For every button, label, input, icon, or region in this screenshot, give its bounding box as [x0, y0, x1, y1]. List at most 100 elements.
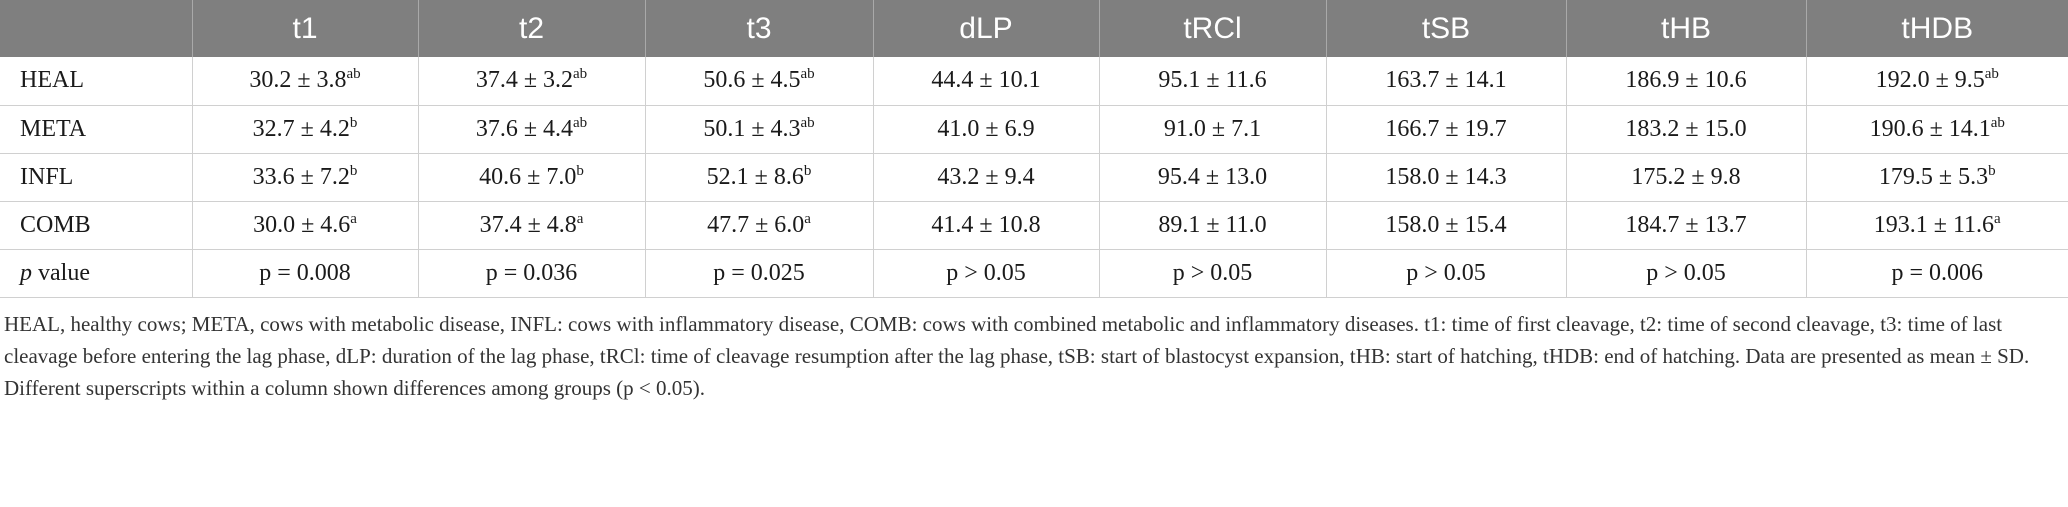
table-cell: 41.0 ± 6.9 — [872, 105, 1099, 154]
cell-value: 30.2 ± 3.8 — [249, 67, 347, 94]
table-header-row: t1 t2 t3 dLP tRCl tSB tHB tHDB — [0, 0, 2068, 57]
table-cell: 179.5 ± 5.3b — [1805, 153, 2068, 202]
row-label: COMB — [0, 201, 192, 250]
table-cell: 30.2 ± 3.8ab — [191, 57, 418, 106]
cell-value: 175.2 ± 9.8 — [1631, 163, 1741, 190]
cell-superscript: ab — [346, 66, 361, 83]
header-cell-tsb: tSB — [1325, 0, 1566, 57]
cell-value: 95.4 ± 13.0 — [1157, 163, 1268, 190]
cell-value: 192.0 ± 9.5 — [1875, 67, 1985, 94]
pvalue-cell: p > 0.05 — [1565, 249, 1806, 298]
table-cell: 37.4 ± 4.8a — [417, 201, 645, 250]
table-cell: 192.0 ± 9.5ab — [1805, 57, 2068, 106]
cell-superscript: ab — [800, 114, 815, 131]
table-cell: 32.7 ± 4.2b — [191, 105, 418, 154]
pvalue-label-rest: value — [32, 259, 90, 286]
cell-superscript: b — [576, 162, 584, 179]
cell-value: 32.7 ± 4.2 — [252, 115, 350, 142]
cell-superscript: b — [349, 114, 358, 131]
table-cell: 190.6 ± 14.1ab — [1805, 105, 2068, 154]
cell-superscript: ab — [1984, 66, 1999, 83]
pvalue-cell: p = 0.036 — [417, 249, 645, 298]
table-cell: 91.0 ± 7.1 — [1098, 105, 1326, 154]
table-cell: 89.1 ± 11.0 — [1098, 201, 1326, 250]
cell-value: 41.4 ± 10.8 — [931, 211, 1041, 238]
cell-value: 37.6 ± 4.4 — [475, 115, 573, 142]
cell-superscript: a — [804, 210, 811, 227]
cell-value: 37.4 ± 4.8 — [479, 211, 577, 238]
cell-value: 95.1 ± 11.6 — [1158, 67, 1267, 94]
cell-value: 37.4 ± 3.2 — [475, 67, 573, 94]
header-cell-t3: t3 — [644, 0, 873, 57]
table-cell: 166.7 ± 19.7 — [1325, 105, 1566, 154]
table-cell: 95.4 ± 13.0 — [1098, 153, 1326, 202]
cell-value: 44.4 ± 10.1 — [931, 67, 1041, 94]
cell-superscript: b — [349, 162, 358, 179]
table-cell: 184.7 ± 13.7 — [1565, 201, 1806, 250]
cell-value: 183.2 ± 15.0 — [1625, 115, 1747, 142]
cell-superscript: a — [576, 210, 584, 227]
cell-value: 190.6 ± 14.1 — [1869, 115, 1991, 142]
table-row: INFL 33.6 ± 7.2b 40.6 ± 7.0b 52.1 ± 8.6b 43.… — [0, 153, 2068, 202]
cell-superscript: a — [350, 210, 357, 227]
cell-value: 163.7 ± 14.1 — [1385, 67, 1507, 94]
table-cell: 40.6 ± 7.0b — [417, 153, 645, 202]
table-cell: 33.6 ± 7.2b — [191, 153, 418, 202]
cell-value: 30.0 ± 4.6 — [253, 211, 351, 238]
table-cell: 183.2 ± 15.0 — [1565, 105, 1806, 154]
table-cell: 158.0 ± 15.4 — [1325, 201, 1566, 250]
pvalue-cell: p > 0.05 — [1098, 249, 1326, 298]
table-row: META 32.7 ± 4.2b 37.6 ± 4.4ab 50.1 ± 4.3ab 4… — [0, 105, 2068, 154]
cell-superscript: ab — [573, 114, 588, 131]
table-cell: 37.6 ± 4.4ab — [417, 105, 645, 154]
table-cell: 186.9 ± 10.6 — [1565, 57, 1806, 106]
cell-superscript: ab — [800, 66, 815, 83]
cell-superscript: b — [803, 162, 812, 179]
table-cell: 175.2 ± 9.8 — [1565, 153, 1806, 202]
cell-value: 179.5 ± 5.3 — [1878, 163, 1989, 190]
cell-value: 50.6 ± 4.5 — [703, 67, 801, 94]
cell-value: 193.1 ± 11.6 — [1873, 211, 1995, 238]
cell-value: 158.0 ± 15.4 — [1385, 211, 1507, 238]
header-cell-t2: t2 — [417, 0, 645, 57]
pvalue-cell: p > 0.05 — [872, 249, 1099, 298]
table-footnote: HEAL, healthy cows; META, cows with meta… — [4, 311, 2030, 400]
cell-value: 184.7 ± 13.7 — [1625, 211, 1747, 238]
table-cell: 95.1 ± 11.6 — [1098, 57, 1326, 106]
table-cell: 52.1 ± 8.6b — [644, 153, 873, 202]
header-cell-t1: t1 — [191, 0, 418, 57]
results-table: t1 t2 t3 dLP tRCl tSB tHB tHDB HEAL 30.2 … — [0, 0, 2068, 298]
cell-value: 50.1 ± 4.3 — [703, 115, 801, 142]
pvalue-row: p value p = 0.008 p = 0.036 p = 0.025 p > 0.… — [0, 249, 2068, 298]
row-label: INFL — [0, 153, 192, 202]
cell-value: 41.0 ± 6.9 — [937, 115, 1035, 142]
cell-value: 43.2 ± 9.4 — [937, 163, 1035, 190]
header-cell-trcl: tRCl — [1098, 0, 1326, 57]
cell-value: 89.1 ± 11.0 — [1158, 211, 1267, 238]
table-cell: 37.4 ± 3.2ab — [417, 57, 645, 106]
table-cell: 43.2 ± 9.4 — [872, 153, 1099, 202]
cell-superscript: ab — [1990, 114, 2005, 131]
pvalue-cell: p = 0.025 — [644, 249, 873, 298]
table-cell: 50.6 ± 4.5ab — [644, 57, 873, 106]
header-cell-dlp: dLP — [872, 0, 1099, 57]
pvalue-cell: p = 0.006 — [1805, 249, 2068, 298]
header-cell-thdb: tHDB — [1805, 0, 2068, 57]
table-cell: 30.0 ± 4.6a — [191, 201, 418, 250]
pvalue-cell: p > 0.05 — [1325, 249, 1566, 298]
cell-value: 33.6 ± 7.2 — [252, 163, 350, 190]
cell-value: 186.9 ± 10.6 — [1625, 67, 1747, 94]
table-row: COMB 30.0 ± 4.6a 37.4 ± 4.8a 47.7 ± 6.0a 41.… — [0, 201, 2068, 250]
cell-value: 158.0 ± 14.3 — [1385, 163, 1507, 190]
cell-value: 52.1 ± 8.6 — [706, 163, 804, 190]
table-cell: 50.1 ± 4.3ab — [644, 105, 873, 154]
table-row: HEAL 30.2 ± 3.8ab 37.4 ± 3.2ab 50.6 ± 4.5ab… — [0, 57, 2068, 106]
table-cell: 47.7 ± 6.0a — [644, 201, 873, 250]
cell-value: 166.7 ± 19.7 — [1385, 115, 1507, 142]
header-cell-group — [0, 0, 192, 57]
table-cell: 158.0 ± 14.3 — [1325, 153, 1566, 202]
cell-value: 47.7 ± 6.0 — [707, 211, 805, 238]
cell-superscript: a — [1994, 210, 2001, 227]
pvalue-cell: p = 0.008 — [191, 249, 418, 298]
header-cell-thb: tHB — [1565, 0, 1806, 57]
